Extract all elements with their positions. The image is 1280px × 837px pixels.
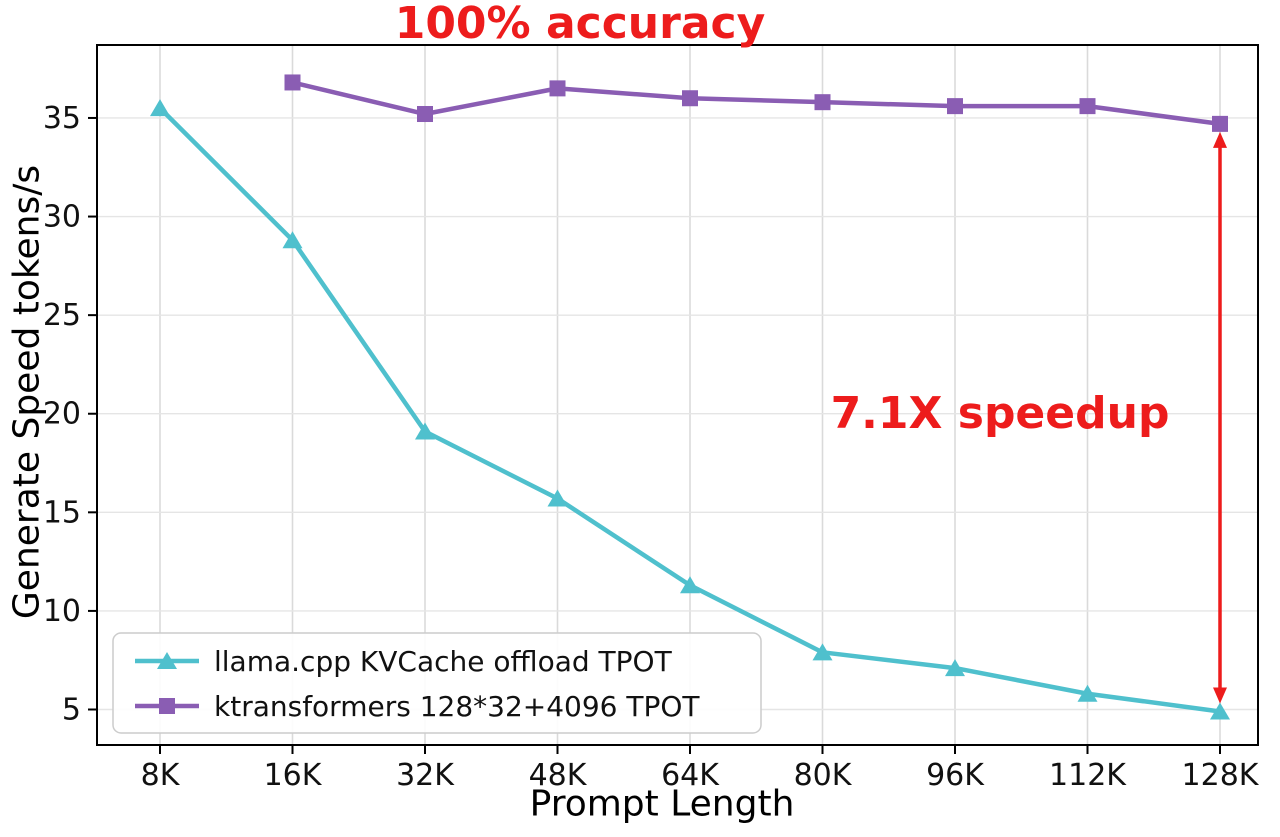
svg-text:48K: 48K — [529, 758, 588, 793]
svg-text:5: 5 — [62, 693, 81, 728]
y-axis-ticks: 5 10 15 20 25 30 35 — [43, 101, 97, 728]
svg-text:25: 25 — [43, 298, 81, 333]
x-axis-ticks: 8K 16K 32K 48K 64K 80K 96K 112K 128K — [141, 745, 1260, 793]
x-axis-label: Prompt Length — [529, 783, 795, 825]
y-axis-label: Generate Speed tokens/s — [6, 164, 48, 620]
speedup-arrow — [1213, 131, 1227, 704]
speedup-annotation: 7.1X speedup — [830, 388, 1170, 439]
svg-text:10: 10 — [43, 594, 81, 629]
svg-text:llama.cpp KVCache offload TPOT: llama.cpp KVCache offload TPOT — [214, 645, 673, 678]
svg-text:128K: 128K — [1182, 758, 1260, 793]
series-0 — [150, 99, 1230, 720]
svg-text:112K: 112K — [1049, 758, 1127, 793]
svg-text:35: 35 — [43, 101, 81, 136]
svg-text:32K: 32K — [396, 758, 455, 793]
svg-text:8K: 8K — [141, 758, 181, 793]
svg-text:20: 20 — [43, 397, 81, 432]
plot-frame — [96, 44, 1259, 746]
series-1 — [284, 74, 1228, 132]
svg-text:ktransformers 128*32+4096 TPOT: ktransformers 128*32+4096 TPOT — [214, 690, 700, 723]
svg-text:96K: 96K — [926, 758, 985, 793]
legend: llama.cpp KVCache offload TPOT ktransform… — [112, 632, 762, 734]
accuracy-annotation: 100% accuracy — [394, 0, 766, 49]
svg-text:64K: 64K — [661, 758, 720, 793]
svg-text:15: 15 — [43, 495, 81, 530]
svg-text:80K: 80K — [794, 758, 853, 793]
svg-text:16K: 16K — [264, 758, 323, 793]
grid — [97, 45, 1258, 745]
svg-text:30: 30 — [43, 200, 81, 235]
